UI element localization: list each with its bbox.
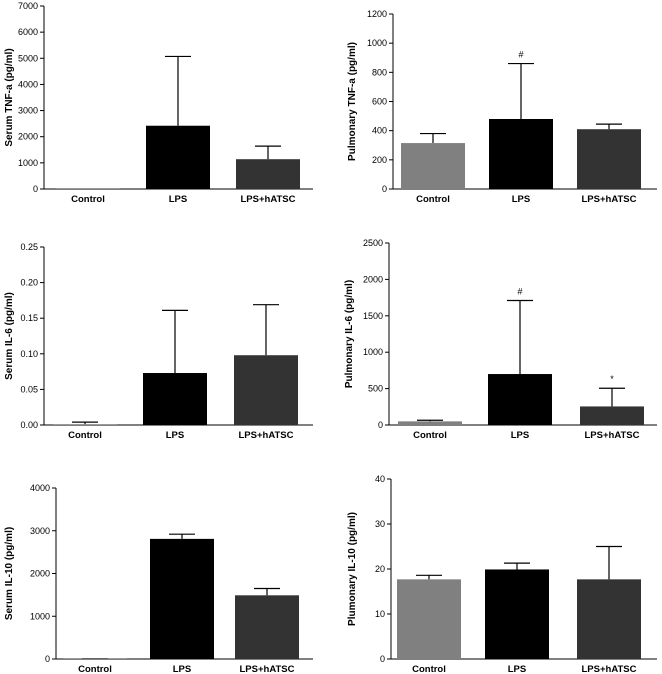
chart-panel-serum-tnf: 0 1000 2000 3000 4000 5000 6000 7000 Serum TNF-a… xyxy=(4,1,313,205)
bar-control xyxy=(63,658,127,659)
y-axis-label: Pulmonary IL-6 (pg/ml) xyxy=(344,280,355,388)
bar-lps xyxy=(488,374,552,425)
x-category-label: LPS+hATSC xyxy=(582,664,637,674)
y-tick-label: 0 xyxy=(378,420,383,430)
x-category-label: LPS xyxy=(169,194,187,205)
x-category-label: LPS xyxy=(166,430,184,441)
bar-lps xyxy=(489,119,553,189)
y-tick-label: 2000 xyxy=(363,274,383,284)
bar-lps-hatsc xyxy=(236,159,300,189)
y-axis-label: Serum TNF-a (pg/ml) xyxy=(4,48,15,146)
y-tick-label: 1500 xyxy=(363,311,383,321)
chart-panel-serum-il6: 0.00 0.05 0.10 0.15 0.20 0.25 Serum IL-6 (pg/m… xyxy=(4,242,313,441)
x-category-label: LPS xyxy=(512,194,530,205)
y-tick-label: 4000 xyxy=(30,483,50,493)
x-category-label: Control xyxy=(412,664,446,674)
y-tick-label: 800 xyxy=(372,67,387,77)
significance-marker: * xyxy=(610,374,614,384)
y-tick-label: 0.10 xyxy=(20,349,38,359)
significance-marker: # xyxy=(517,287,522,297)
x-category-label: LPS xyxy=(173,664,191,674)
chart-panel-pulmonary-il6: 0 500 1000 1500 2000 2500 Pulmonary IL-6 (pg/m… xyxy=(344,238,657,441)
bar-lps xyxy=(143,373,207,425)
x-category-label: LPS xyxy=(508,664,526,674)
x-category-label: LPS+hATSC xyxy=(241,194,296,205)
bar-lps xyxy=(485,569,549,659)
y-tick-label: 0.25 xyxy=(20,242,38,252)
y-tick-label: 2000 xyxy=(30,569,50,579)
bar-lps-hatsc xyxy=(577,129,641,189)
y-axis-label: Serum IL-10 (pg/ml) xyxy=(4,527,15,620)
bar-lps-hatsc xyxy=(234,355,298,425)
y-tick-label: 1000 xyxy=(363,347,383,357)
x-category-label: LPS xyxy=(511,430,529,441)
y-tick-label: 0 xyxy=(33,184,38,194)
y-tick-label: 10 xyxy=(375,609,385,619)
y-tick-label: 2000 xyxy=(18,132,38,142)
y-tick-label: 1000 xyxy=(18,158,38,168)
bar-control xyxy=(53,424,117,425)
y-tick-label: 400 xyxy=(372,126,387,136)
bar-lps xyxy=(146,125,210,189)
x-category-label: LPS+hATSC xyxy=(240,664,295,674)
bar-lps-hatsc xyxy=(577,579,641,659)
x-category-label: LPS+hATSC xyxy=(585,430,640,441)
y-tick-label: 0 xyxy=(45,654,50,664)
bar-control xyxy=(397,579,461,659)
chart-panel-serum-il10: 0 1000 2000 3000 4000 Serum IL-10 (pg/ml) Cont… xyxy=(4,483,313,674)
y-axis-label: Plumonary IL-10 (pg/ml) xyxy=(347,512,358,626)
y-tick-label: 600 xyxy=(372,97,387,107)
y-tick-label: 0 xyxy=(382,184,387,194)
x-category-label: Control xyxy=(78,664,112,674)
y-tick-label: 30 xyxy=(375,519,385,529)
y-tick-label: 0.05 xyxy=(20,384,38,394)
y-axis-label: Serum IL-6 (pg/ml) xyxy=(4,292,15,380)
x-category-label: Control xyxy=(413,430,447,441)
y-tick-label: 3000 xyxy=(30,526,50,536)
y-tick-label: 7000 xyxy=(18,1,38,11)
y-tick-label: 6000 xyxy=(18,27,38,37)
y-axis-label: Pulmonary TNF-a (pg/ml) xyxy=(347,42,358,161)
y-tick-label: 40 xyxy=(375,474,385,484)
y-tick-label: 1000 xyxy=(30,611,50,621)
x-category-label: Control xyxy=(416,194,450,205)
y-tick-label: 3000 xyxy=(18,106,38,116)
y-tick-label: 5000 xyxy=(18,53,38,63)
bar-lps-hatsc xyxy=(580,406,644,425)
bar-lps-hatsc xyxy=(235,595,299,659)
chart-panel-pulmonary-il10: 0 10 20 30 40 Plumonary IL-10 (pg/ml) Control L… xyxy=(347,474,657,674)
x-category-label: Control xyxy=(68,430,102,441)
y-tick-label: 1200 xyxy=(367,9,387,19)
y-tick-label: 200 xyxy=(372,155,387,165)
y-tick-label: 0.00 xyxy=(20,420,38,430)
y-tick-label: 0.15 xyxy=(20,313,38,323)
significance-marker: # xyxy=(518,50,523,60)
y-tick-label: 20 xyxy=(375,564,385,574)
chart-panel-pulmonary-tnf: 0 200 400 600 800 1000 1200 Pulmonary TNF-a (pg… xyxy=(347,9,657,205)
x-category-label: LPS+hATSC xyxy=(239,430,294,441)
y-tick-label: 1000 xyxy=(367,38,387,48)
bar-control xyxy=(398,421,462,425)
y-tick-label: 0.20 xyxy=(20,278,38,288)
y-tick-label: 500 xyxy=(368,384,383,394)
bar-control xyxy=(401,143,465,189)
bar-control xyxy=(56,188,120,189)
x-category-label: Control xyxy=(71,194,105,205)
y-tick-label: 2500 xyxy=(363,238,383,248)
bar-lps xyxy=(150,538,214,659)
y-tick-label: 0 xyxy=(380,654,385,664)
y-tick-label: 4000 xyxy=(18,79,38,89)
x-category-label: LPS+hATSC xyxy=(582,194,637,205)
